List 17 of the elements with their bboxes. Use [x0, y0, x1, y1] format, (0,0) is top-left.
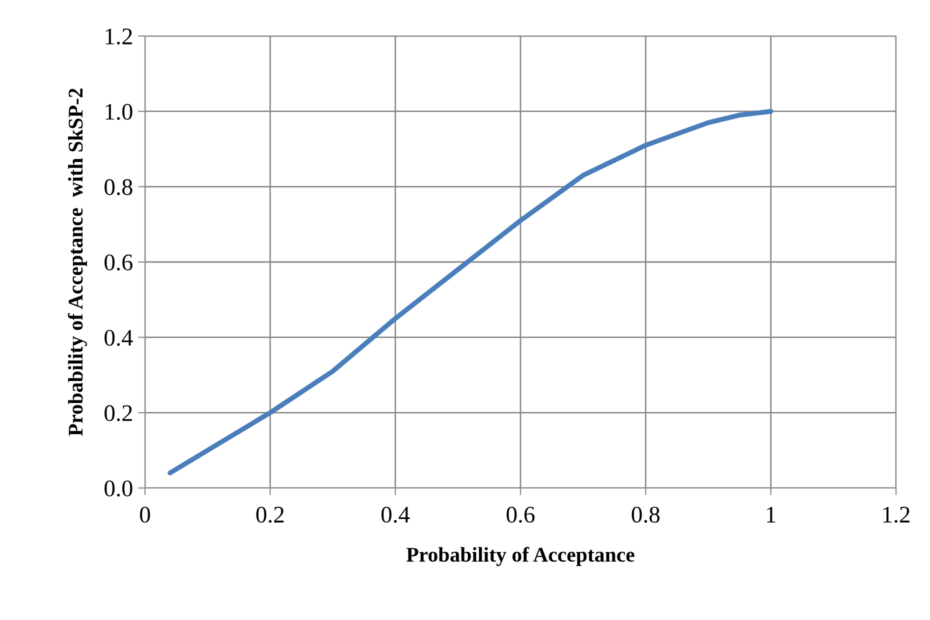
- y-tick-label: 1.2: [106, 28, 132, 45]
- x-tick-label: 0.4: [381, 506, 410, 523]
- y-tick-label: 0.4: [104, 330, 133, 346]
- x-tick-label: 0.6: [506, 506, 535, 523]
- x-tick-label: 0.2: [256, 506, 284, 523]
- y-axis-title: Probability of Acceptance with SkSP-2: [68, 88, 88, 436]
- x-tick-label: 1: [767, 506, 776, 522]
- x-tick-label: 0: [140, 506, 150, 523]
- y-tick-label: 1.0: [106, 104, 132, 120]
- x-tick-label: 0.8: [632, 506, 660, 523]
- x-axis-title: Probability of Acceptance: [406, 546, 634, 566]
- x-tick-label: 1.2: [883, 506, 910, 523]
- y-tick-label: 0.0: [104, 480, 132, 497]
- y-tick-label: 0.8: [104, 179, 132, 196]
- line-series: [168, 108, 774, 476]
- y-tick-label: 0.2: [104, 405, 132, 422]
- y-tick-label: 0.6: [104, 254, 132, 271]
